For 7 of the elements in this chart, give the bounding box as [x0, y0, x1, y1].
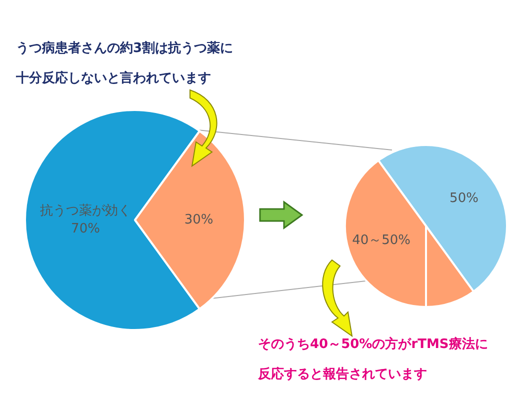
chart-title: うつ病患者さんの約3割は抗うつ薬に十分反応しないと言われています	[16, 40, 234, 88]
data-label: 40～50%	[352, 232, 411, 248]
data-label: 70%	[71, 221, 100, 236]
slice-label: 抗うつ薬が効く	[40, 203, 131, 218]
data-label: 50%	[450, 190, 478, 206]
data-label: 30%	[184, 212, 214, 228]
text: そのうち40～50%の方がrTMS療法に反応すると報告されています	[258, 336, 488, 384]
